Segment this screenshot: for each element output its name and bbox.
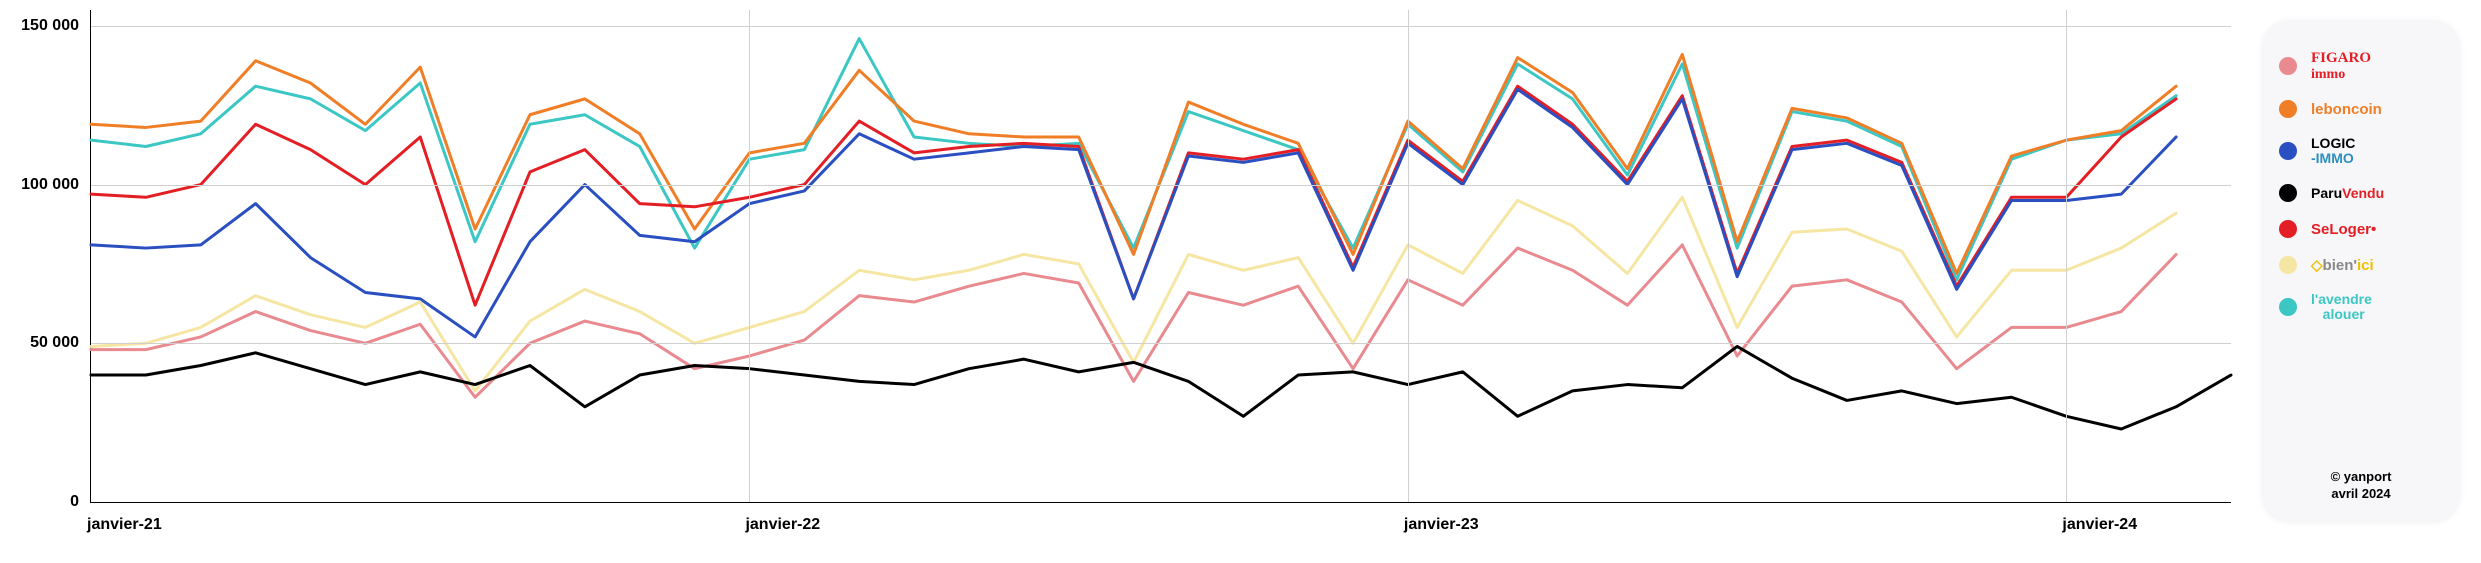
legend-item-logicimmo: LOGIC-IMMO (2279, 136, 2443, 166)
legend-dot-icon (2279, 184, 2297, 202)
legend-dot-icon (2279, 298, 2297, 316)
copyright-line2: avril 2024 (2331, 486, 2390, 501)
gridline-h (91, 26, 2231, 27)
y-tick-label: 100 000 (21, 176, 91, 194)
gridline-v (749, 10, 750, 502)
chart-area: 050 000100 000150 000janvier-21janvier-2… (0, 0, 2251, 563)
legend-logo-avendrealouer: l'avendre alouer (2311, 292, 2372, 322)
gridline-h (91, 343, 2231, 344)
copyright: © yanport avril 2024 (2279, 469, 2443, 503)
legend-item-seloger: SeLoger• (2279, 220, 2443, 238)
chart-lines (91, 10, 2231, 502)
legend-dot-icon (2279, 256, 2297, 274)
gridline-h (91, 185, 2231, 186)
legend-logo-leboncoin: leboncoin (2311, 102, 2382, 117)
legend-panel: FIGAROimmo leboncoin LOGIC-IMMO ParuVendu Se… (2261, 20, 2461, 523)
series-seloger (91, 86, 2176, 305)
legend-item-figaroimmo: FIGAROimmo (2279, 50, 2443, 82)
gridline-v (2066, 10, 2067, 502)
legend-logo-bienici: ◇bien'ici (2311, 258, 2374, 273)
legend-dot-icon (2279, 100, 2297, 118)
legend-item-bienici: ◇bien'ici (2279, 256, 2443, 274)
y-tick-label: 50 000 (30, 334, 91, 352)
x-tick-label: janvier-21 (87, 502, 162, 534)
y-tick-label: 150 000 (21, 17, 91, 35)
x-tick-label: janvier-22 (745, 502, 820, 534)
legend-logo-paruvendu: ParuVendu (2311, 186, 2384, 201)
legend-dot-icon (2279, 220, 2297, 238)
series-leboncoin (91, 54, 2176, 273)
copyright-line1: © yanport (2331, 469, 2392, 484)
legend-item-paruvendu: ParuVendu (2279, 184, 2443, 202)
legend-item-leboncoin: leboncoin (2279, 100, 2443, 118)
series-paruvendu (91, 346, 2231, 429)
legend-dot-icon (2279, 57, 2297, 75)
legend-logo-seloger: SeLoger• (2311, 222, 2376, 237)
plot-region: 050 000100 000150 000janvier-21janvier-2… (90, 10, 2231, 503)
legend-items: FIGAROimmo leboncoin LOGIC-IMMO ParuVendu Se… (2279, 50, 2443, 457)
legend-logo-figaroimmo: FIGAROimmo (2311, 50, 2371, 82)
gridline-v (1408, 10, 1409, 502)
legend-dot-icon (2279, 142, 2297, 160)
x-tick-label: janvier-24 (2062, 502, 2137, 534)
legend-item-avendrealouer: l'avendre alouer (2279, 292, 2443, 322)
series-avendrealouer (91, 39, 2176, 280)
x-tick-label: janvier-23 (1404, 502, 1479, 534)
legend-logo-logicimmo: LOGIC-IMMO (2311, 136, 2355, 166)
